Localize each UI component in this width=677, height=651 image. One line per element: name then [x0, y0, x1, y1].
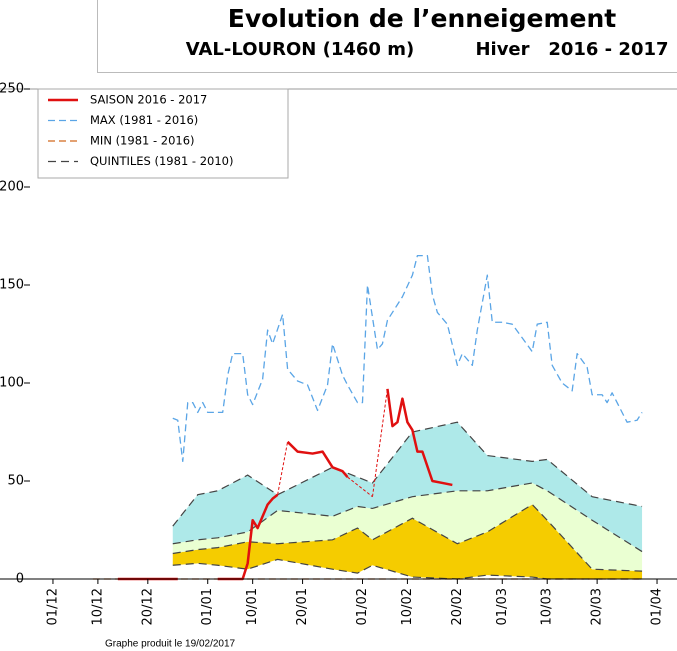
x-tick-label: 10/03 — [540, 588, 555, 625]
quintile-line — [172, 482, 643, 553]
x-tick-label: 20/02 — [450, 588, 465, 625]
quintile-line — [172, 421, 643, 527]
chart-subtitle: VAL-LOURON (1460 m) — [186, 39, 414, 60]
legend-label: QUINTILES (1981 - 2010) — [90, 154, 233, 168]
gap-connector — [347, 476, 373, 498]
chart-title: Evolution de l’enneigement — [228, 4, 616, 33]
x-tick-label: 10/01 — [245, 588, 260, 625]
legend-box — [37, 88, 289, 179]
x-tick-label: 10/02 — [400, 588, 415, 625]
quintile-band — [172, 482, 643, 572]
x-tick-label: 20/03 — [590, 588, 605, 625]
series-line — [172, 254, 643, 463]
x-tick-label: 01/03 — [495, 588, 510, 625]
legend-label: SAISON 2016 - 2017 — [90, 93, 207, 107]
legend-label: MAX (1981 - 2016) — [90, 113, 198, 127]
x-tick-label: 01/12 — [45, 588, 60, 625]
quintile-line — [172, 503, 643, 572]
title-frame — [97, 0, 677, 73]
quintile-band — [172, 422, 643, 552]
y-tick-label: 50 — [7, 474, 24, 489]
season-label: Hiver 2016 - 2017 — [475, 39, 668, 60]
legend-label: MIN (1981 - 2016) — [90, 134, 195, 148]
x-tick-label: 01/01 — [200, 588, 215, 625]
quintile-band — [172, 504, 643, 579]
x-tick-label: 10/12 — [90, 588, 105, 625]
footer-note: Graphe produit le 19/02/2017 — [105, 639, 236, 650]
x-tick-label: 01/04 — [650, 588, 665, 625]
gap-connector — [371, 388, 388, 497]
gap-connector — [277, 441, 289, 495]
y-tick-label: 200 — [0, 180, 24, 195]
y-tick-label: 150 — [0, 278, 24, 293]
y-tick-label: 100 — [0, 376, 24, 391]
x-tick-label: 20/12 — [140, 588, 155, 625]
x-tick-label: 20/01 — [295, 588, 310, 625]
x-tick-label: 01/02 — [355, 588, 370, 625]
y-tick-label: 0 — [16, 572, 24, 587]
y-tick-label: 250 — [0, 82, 24, 97]
quintile-line — [172, 558, 643, 580]
